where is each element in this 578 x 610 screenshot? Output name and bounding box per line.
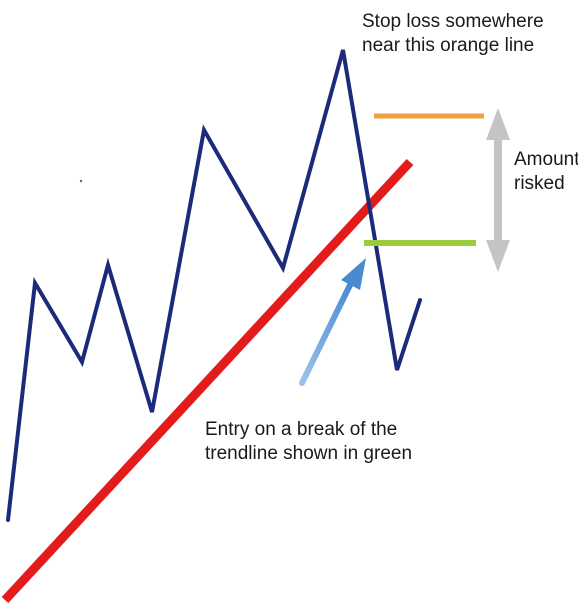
price-line (6, 49, 422, 522)
stray-dot (79, 179, 83, 183)
amount-risked-annotation: Amount risked (514, 149, 578, 194)
trendline-red (1, 158, 414, 604)
stop-loss-annotation: Stop loss somewhere near this orange lin… (362, 11, 544, 56)
entry-annotation: Entry on a break of the trendline shown … (205, 419, 413, 464)
amount-risked-arrow-icon (486, 108, 510, 272)
entry-arrow-icon (299, 258, 366, 386)
